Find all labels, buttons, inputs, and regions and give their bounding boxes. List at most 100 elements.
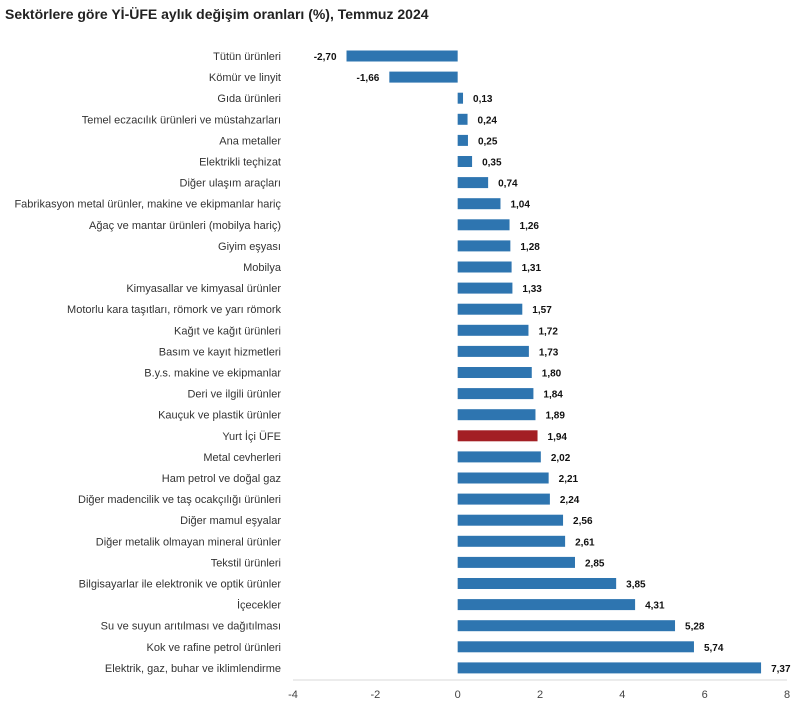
data-label: 1,84 <box>543 390 563 401</box>
bar <box>457 198 501 210</box>
category-label: Bilgisayarlar ile elektronik ve optik ür… <box>79 579 282 591</box>
data-label: 2,21 <box>559 474 579 485</box>
bar <box>457 345 529 357</box>
bar <box>457 620 676 632</box>
bar <box>457 578 617 589</box>
x-tick-label: 6 <box>702 689 708 701</box>
x-tick-label: -4 <box>288 689 298 701</box>
data-label: 1,73 <box>539 347 559 358</box>
bar <box>457 514 564 526</box>
data-label: 5,74 <box>704 643 724 654</box>
category-label: Temel eczacılık ürünleri ve müstahzarlar… <box>82 114 281 126</box>
category-label: Diğer mamul eşyalar <box>180 515 281 527</box>
category-label: Motorlu kara taşıtları, römork ve yarı r… <box>67 304 281 316</box>
category-label: Elektrik, gaz, buhar ve iklimlendirme <box>105 663 281 675</box>
data-label: 2,61 <box>575 537 595 548</box>
data-label: 1,57 <box>532 305 552 316</box>
bar <box>457 472 549 484</box>
bar <box>457 324 529 336</box>
data-label: 4,31 <box>645 601 665 612</box>
bar <box>457 493 550 505</box>
x-tick-label: -2 <box>370 689 380 701</box>
bar <box>457 303 523 315</box>
data-label: 2,02 <box>551 453 571 464</box>
bar <box>457 599 636 611</box>
category-label: Giyim eşyası <box>218 241 281 253</box>
data-label: -1,66 <box>357 73 380 84</box>
bar <box>457 535 566 547</box>
data-label: 2,56 <box>573 516 593 527</box>
chart-title: Sektörlere göre Yİ-ÜFE aylık değişim ora… <box>5 6 429 22</box>
data-label: 1,31 <box>522 263 542 274</box>
category-label: Su ve suyun arıtılması ve dağıtılması <box>101 621 281 633</box>
category-label: Tütün ürünleri <box>213 51 281 63</box>
bar <box>457 451 541 463</box>
category-label: Yurt İçi ÜFE <box>222 430 281 443</box>
bar <box>457 388 534 400</box>
bar <box>457 367 532 378</box>
bar <box>457 134 468 146</box>
x-tick-label: 4 <box>619 689 625 701</box>
category-label: Kok ve rafine petrol ürünleri <box>146 642 281 654</box>
data-label: 1,89 <box>545 411 565 422</box>
data-label: 7,37 <box>771 664 791 675</box>
data-label: 0,24 <box>478 115 498 126</box>
bar <box>457 662 762 674</box>
data-label: 1,04 <box>510 200 530 211</box>
bar <box>457 282 513 294</box>
category-label: Diğer metalik olmayan mineral ürünler <box>96 536 282 548</box>
bar <box>457 156 473 167</box>
data-label: -2,70 <box>314 52 337 63</box>
category-label: Diğer ulaşım araçları <box>180 178 281 190</box>
data-label: 5,28 <box>685 622 705 633</box>
category-label: Kömür ve linyit <box>209 72 281 84</box>
category-label: Deri ve ilgili ürünler <box>187 389 281 401</box>
category-label: Kağıt ve kağıt ürünleri <box>174 325 281 337</box>
bar <box>457 261 512 273</box>
data-label: 1,94 <box>548 432 568 443</box>
category-label: Ana metaller <box>219 135 281 147</box>
x-tick-label: 0 <box>455 689 461 701</box>
bar <box>457 556 575 568</box>
category-label: Fabrikasyon metal ürünler, makine ve eki… <box>14 199 281 211</box>
data-label: 3,85 <box>626 580 646 591</box>
data-label: 0,74 <box>498 179 518 190</box>
category-label: Mobilya <box>243 262 282 274</box>
category-label: B.y.s. makine ve ekipmanlar <box>144 368 281 380</box>
data-label: 1,72 <box>538 326 558 337</box>
data-label: 0,35 <box>482 158 502 169</box>
category-label: Kauçuk ve plastik ürünler <box>158 410 281 422</box>
category-label: Tekstil ürünleri <box>211 557 281 569</box>
bar <box>457 240 511 252</box>
data-label: 0,13 <box>473 94 493 105</box>
bar <box>457 177 489 189</box>
category-label: Kimyasallar ve kimyasal ürünler <box>126 283 281 295</box>
category-label: Elektrikli teçhizat <box>199 157 281 169</box>
x-tick-label: 8 <box>784 689 790 701</box>
category-label: Diğer madencilik ve taş ocakçılığı ürünl… <box>78 494 281 506</box>
bar <box>457 219 510 231</box>
data-label: 2,85 <box>585 558 605 569</box>
bar-highlight <box>457 430 538 442</box>
bar <box>389 71 458 83</box>
x-tick-label: 2 <box>537 689 543 701</box>
data-label: 1,26 <box>520 221 540 232</box>
bar <box>457 113 468 125</box>
bar <box>457 409 536 421</box>
category-label: Metal cevherleri <box>203 452 281 464</box>
bar <box>346 50 458 62</box>
category-label: Ham petrol ve doğal gaz <box>162 473 281 485</box>
category-label: İçecekler <box>237 599 281 612</box>
category-label: Gıda ürünleri <box>217 93 281 105</box>
data-label: 1,80 <box>542 369 562 380</box>
data-label: 1,28 <box>520 242 540 253</box>
data-label: 1,33 <box>522 284 542 295</box>
category-label: Ağaç ve mantar ürünleri (mobilya hariç) <box>89 220 281 232</box>
bar <box>457 92 464 104</box>
data-label: 2,24 <box>560 495 580 506</box>
bar <box>457 641 694 653</box>
data-label: 0,25 <box>478 136 498 147</box>
category-label: Basım ve kayıt hizmetleri <box>159 346 281 358</box>
